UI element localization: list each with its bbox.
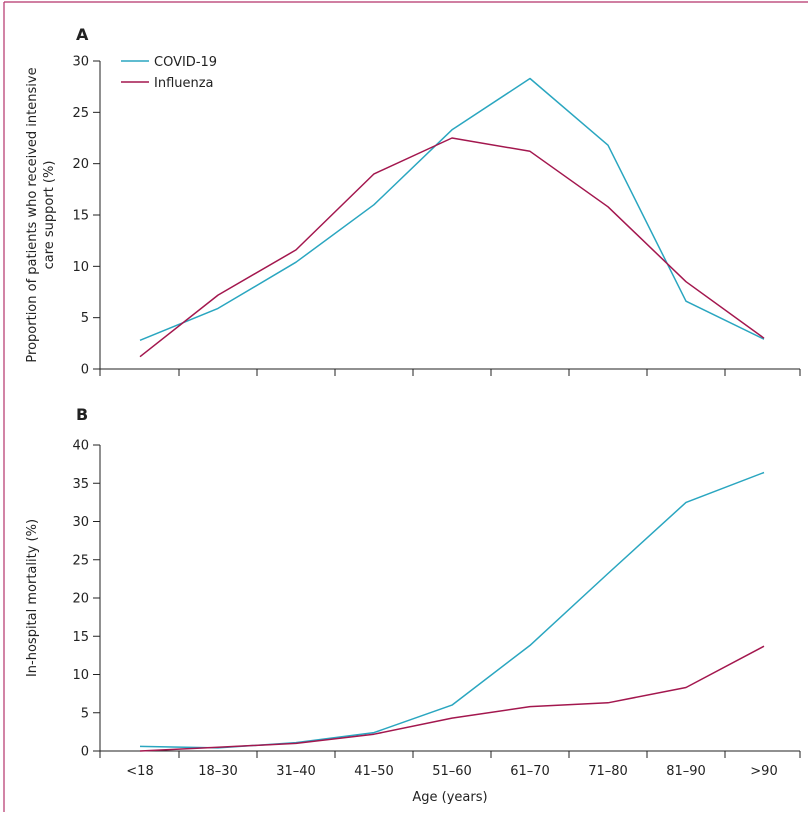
x-tick-label: 31–40 (276, 764, 316, 779)
panel-b-y-tick-label: 30 (72, 515, 89, 530)
panel-a-y-tick-label: 10 (72, 260, 89, 275)
panel-b-y-tick-label: 20 (72, 592, 89, 607)
panel-b-y-tick-label: 40 (72, 439, 89, 454)
panel-a-influenza-line (139, 137, 765, 358)
panel-a-ylabel-line2: care support (%) (42, 161, 57, 270)
x-tick-label: 51–60 (432, 764, 472, 779)
x-tick-label: 71–80 (588, 764, 628, 779)
panel-b-y-tick-label: 0 (81, 745, 89, 760)
x-tick-label: 81–90 (666, 764, 706, 779)
panel-a-y-tick-label: 5 (81, 311, 89, 326)
panel-b-y-tick-label: 10 (72, 668, 89, 683)
panel-b-ylabel: In-hospital mortality (%) (25, 519, 40, 677)
panel-b: B In-hospital mortality (%) 0 5 10 15 20 25 30… (25, 405, 801, 805)
x-tick-label: <18 (126, 764, 153, 779)
panel-b-y-tick-label: 5 (81, 706, 89, 721)
x-tick-label: 41–50 (354, 764, 394, 779)
panel-a-y-ticks: 0 5 10 15 20 25 30 (72, 55, 100, 378)
panel-a: A Proportion of patients who received in… (25, 25, 801, 378)
legend-covid-label: COVID-19 (154, 55, 217, 70)
panel-a-y-tick-label: 15 (72, 209, 89, 224)
panel-b-letter: B (76, 405, 88, 424)
panel-b-y-tick-label: 35 (72, 477, 89, 492)
panel-a-y-tick-label: 20 (72, 157, 89, 172)
x-axis-label: Age (years) (412, 790, 487, 805)
x-tick-label: 61–70 (510, 764, 550, 779)
panel-b-y-tick-label: 15 (72, 630, 89, 645)
panel-b-y-ticks: 0 5 10 15 20 25 30 35 40 (72, 439, 100, 760)
panel-a-letter: A (76, 25, 89, 44)
panel-b-series (139, 471, 765, 752)
panel-a-y-tick-label: 0 (81, 363, 89, 378)
legend-influenza-label: Influenza (154, 76, 214, 91)
x-tick-label: >90 (750, 764, 777, 779)
panel-b-x-ticks: <18 18–30 31–40 41–50 51–60 61–70 71–80 81–90 >9… (99, 751, 801, 779)
panel-a-covid-line (139, 77, 765, 341)
panel-b-influenza-line (139, 645, 765, 752)
panel-a-y-tick-label: 25 (72, 106, 89, 121)
legend: COVID-19 Influenza (121, 55, 217, 91)
panel-b-y-tick-label: 25 (72, 553, 89, 568)
panel-a-series (139, 77, 765, 358)
panel-a-x-ticks (99, 369, 801, 376)
x-tick-label: 18–30 (198, 764, 238, 779)
panel-b-covid-line (139, 471, 765, 749)
panel-a-y-tick-label: 30 (72, 55, 89, 70)
panel-a-ylabel-line1: Proportion of patients who received inte… (25, 67, 40, 362)
